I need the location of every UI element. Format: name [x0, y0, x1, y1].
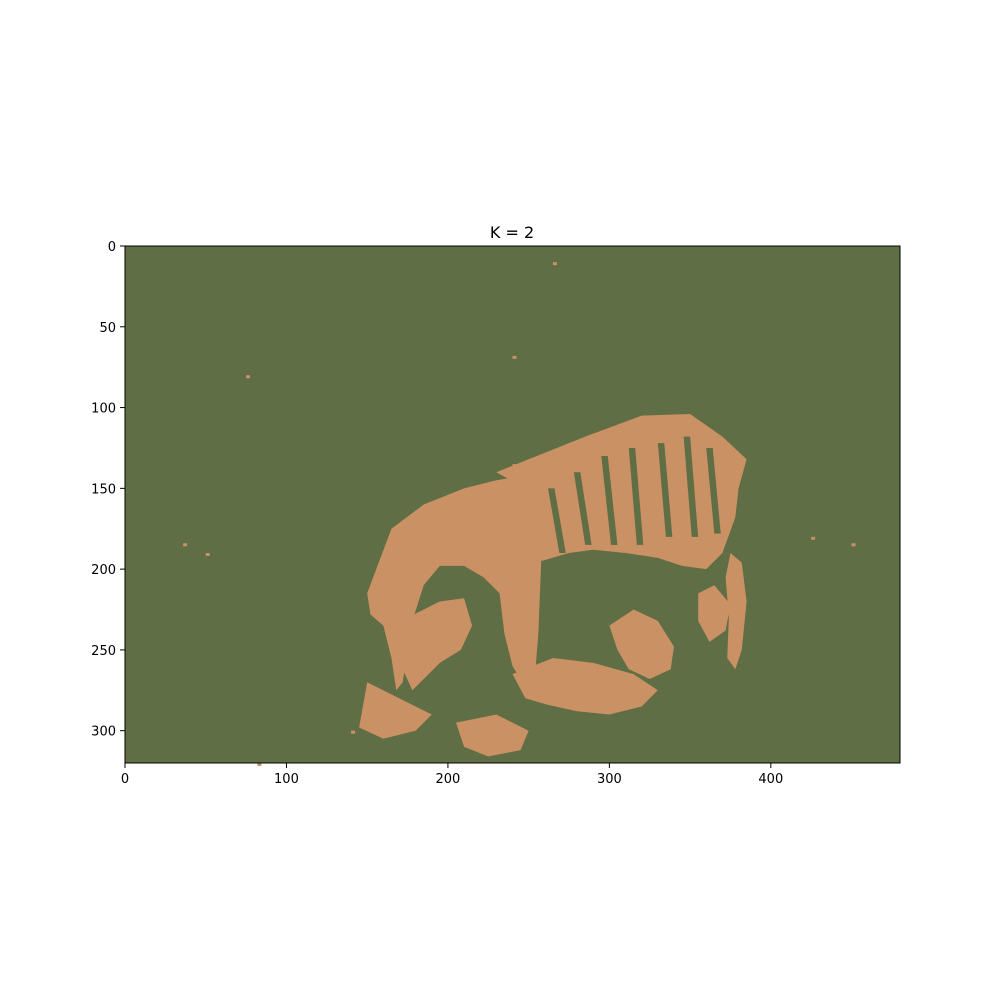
foreground-speck — [246, 375, 251, 379]
foreground-speck — [811, 536, 816, 540]
foreground-patch — [725, 552, 747, 670]
chart-title: K = 2 — [490, 223, 534, 242]
y-tick-label: 150 — [91, 482, 116, 497]
x-axis: 0 100 200 300 400 — [121, 763, 783, 787]
foreground-speck — [552, 262, 557, 266]
background-stripe — [573, 472, 592, 545]
background-stripe — [548, 488, 566, 553]
foreground-cluster-region — [183, 262, 856, 766]
x-tick-label: 100 — [274, 772, 299, 787]
foreground-patch — [609, 609, 674, 679]
axes-frame — [124, 245, 901, 764]
y-tick-label: 100 — [91, 402, 116, 417]
y-tick-label: 50 — [99, 321, 116, 336]
segmentation-image — [125, 246, 900, 766]
y-tick-label: 0 — [108, 240, 116, 255]
y-tick-label: 200 — [91, 563, 116, 578]
foreground-speck — [512, 355, 517, 359]
foreground-speck — [512, 464, 517, 468]
foreground-patch — [367, 475, 542, 691]
y-axis: 0 50 100 150 200 250 300 — [91, 240, 125, 740]
y-tick-label: 300 — [91, 725, 116, 740]
foreground-patch — [359, 682, 432, 739]
x-tick-label: 300 — [597, 772, 622, 787]
foreground-speck — [351, 730, 356, 734]
background-stripe — [628, 447, 644, 545]
background-stripe — [706, 447, 721, 534]
foreground-patch — [455, 714, 529, 757]
foreground-speck — [257, 763, 262, 766]
y-tick-label: 250 — [91, 644, 116, 659]
x-tick-label: 400 — [758, 772, 783, 787]
foreground-speck — [851, 543, 856, 547]
x-tick-label: 0 — [121, 772, 129, 787]
background-stripe — [601, 456, 618, 545]
background-stripe — [683, 436, 699, 537]
background-stripe — [657, 443, 673, 537]
foreground-patch — [399, 598, 473, 691]
foreground-speck — [183, 543, 188, 547]
x-tick-label: 200 — [436, 772, 461, 787]
foreground-patch — [512, 657, 658, 715]
foreground-patch — [698, 585, 731, 642]
foreground-speck — [205, 552, 210, 556]
